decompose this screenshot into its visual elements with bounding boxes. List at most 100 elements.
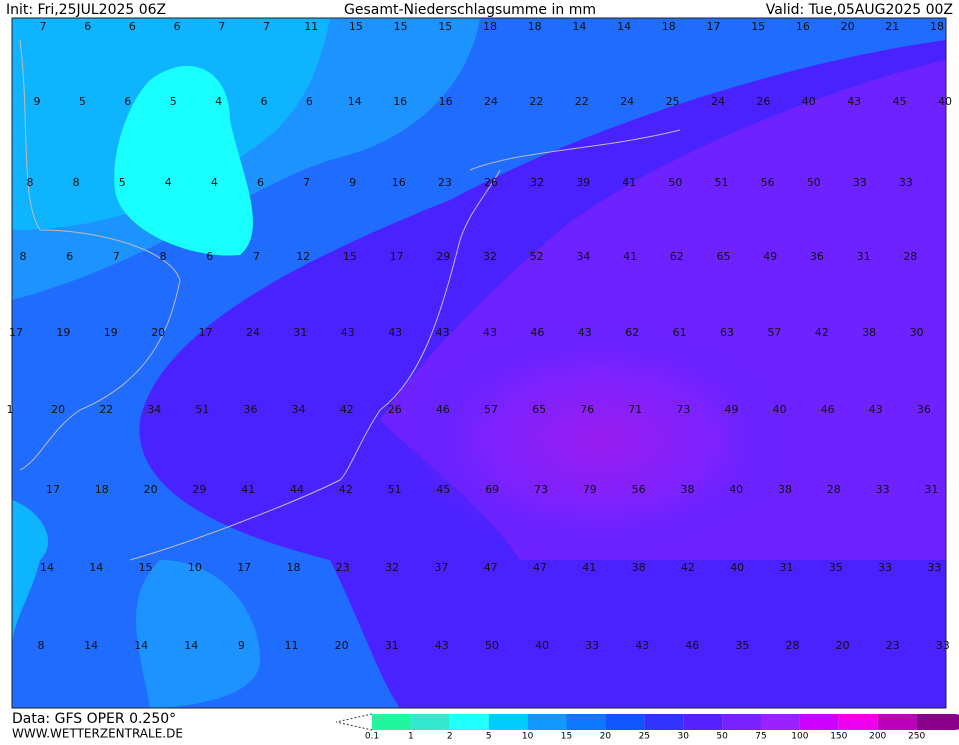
value-label: 4 — [165, 176, 172, 189]
legend-swatch — [488, 714, 528, 730]
value-label: 31 — [780, 561, 794, 574]
value-label: 43 — [435, 639, 449, 652]
value-label: 19 — [104, 326, 118, 339]
value-label: 6 — [174, 20, 181, 33]
value-label: 26 — [484, 176, 498, 189]
legend-label: 100 — [791, 732, 808, 742]
value-label: 73 — [534, 483, 548, 496]
value-label: 22 — [575, 95, 589, 108]
value-label: 38 — [862, 326, 876, 339]
value-label: 63 — [720, 326, 734, 339]
value-label: 14 — [89, 561, 103, 574]
legend-label: 75 — [755, 732, 766, 742]
legend-label: 10 — [522, 732, 534, 742]
value-label: 18 — [930, 20, 944, 33]
value-label: 38 — [680, 483, 694, 496]
value-grid: 7 6 6 6 7 7 11 15 15 15 18 18 14 14 18 17 15 16 20 21 189 5 6 5… — [7, 20, 953, 652]
value-label: 79 — [583, 483, 597, 496]
value-label: 30 — [910, 326, 924, 339]
value-label: 49 — [763, 250, 777, 263]
value-label: 36 — [810, 250, 824, 263]
value-label: 17 — [707, 20, 721, 33]
value-label: 40 — [729, 483, 743, 496]
value-label: 31 — [385, 639, 399, 652]
value-label: 14 — [134, 639, 148, 652]
value-label: 21 — [885, 20, 899, 33]
value-label: 69 — [485, 483, 499, 496]
value-label: 43 — [847, 95, 861, 108]
value-label: 46 — [436, 403, 450, 416]
value-label: 20 — [335, 639, 349, 652]
value-label: 6 — [261, 95, 268, 108]
value-label: 16 — [439, 95, 453, 108]
value-label: 1 — [7, 403, 14, 416]
value-label: 19 — [56, 326, 70, 339]
value-label: 50 — [668, 176, 682, 189]
value-label: 56 — [761, 176, 775, 189]
value-label: 46 — [685, 639, 699, 652]
value-label: 14 — [572, 20, 586, 33]
legend-tail — [335, 713, 373, 731]
value-label: 36 — [917, 403, 931, 416]
value-label: 40 — [535, 639, 549, 652]
value-label: 41 — [622, 176, 636, 189]
value-label: 33 — [853, 176, 867, 189]
legend-swatch — [372, 714, 411, 730]
value-label: 20 — [144, 483, 158, 496]
value-label: 51 — [195, 403, 209, 416]
legend-swatch — [566, 714, 606, 730]
value-label: 20 — [836, 639, 850, 652]
value-label: 14 — [84, 639, 98, 652]
legend-swatch — [722, 714, 761, 730]
value-label: 17 — [237, 561, 251, 574]
value-label: 44 — [290, 483, 304, 496]
value-label: 14 — [617, 20, 631, 33]
value-label: 65 — [717, 250, 731, 263]
value-label: 15 — [751, 20, 765, 33]
data-source: Data: GFS OPER 0.250° — [12, 711, 176, 727]
init-label: Init: Fri,25JUL2025 06Z — [6, 2, 166, 18]
value-label: 4 — [215, 95, 222, 108]
value-label: 73 — [676, 403, 690, 416]
value-label: 15 — [139, 561, 153, 574]
value-label: 40 — [730, 561, 744, 574]
site-label: WWW.WETTERZENTRALE.DE — [12, 727, 183, 741]
value-label: 9 — [34, 95, 41, 108]
value-label: 15 — [343, 250, 357, 263]
value-label: 50 — [807, 176, 821, 189]
value-label: 62 — [670, 250, 684, 263]
legend-label: 25 — [639, 732, 650, 742]
value-label: 71 — [628, 403, 642, 416]
coastlines — [19, 39, 681, 561]
value-label: 18 — [287, 561, 301, 574]
legend-swatch — [838, 714, 878, 730]
value-label: 38 — [632, 561, 646, 574]
value-label: 32 — [483, 250, 497, 263]
legend-label: 5 — [486, 732, 492, 742]
map-frame — [11, 17, 947, 709]
value-label: 6 — [129, 20, 136, 33]
value-label: 23 — [438, 176, 452, 189]
value-label: 41 — [241, 483, 255, 496]
value-label: 42 — [815, 326, 829, 339]
value-label: 7 — [218, 20, 225, 33]
value-label: 6 — [66, 250, 73, 263]
value-label: 34 — [576, 250, 590, 263]
value-label: 29 — [436, 250, 450, 263]
value-label: 24 — [620, 95, 634, 108]
value-label: 35 — [735, 639, 749, 652]
value-label: 24 — [246, 326, 260, 339]
legend-label: 15 — [561, 732, 572, 742]
value-label: 62 — [625, 326, 639, 339]
map-background — [12, 18, 946, 708]
value-label: 29 — [192, 483, 206, 496]
legend-swatch — [527, 714, 567, 730]
value-label: 25 — [666, 95, 680, 108]
value-label: 46 — [821, 403, 835, 416]
value-label: 12 — [296, 250, 310, 263]
value-label: 28 — [827, 483, 841, 496]
legend-swatch — [683, 714, 723, 730]
value-label: 61 — [673, 326, 687, 339]
legend-swatch — [605, 714, 645, 730]
